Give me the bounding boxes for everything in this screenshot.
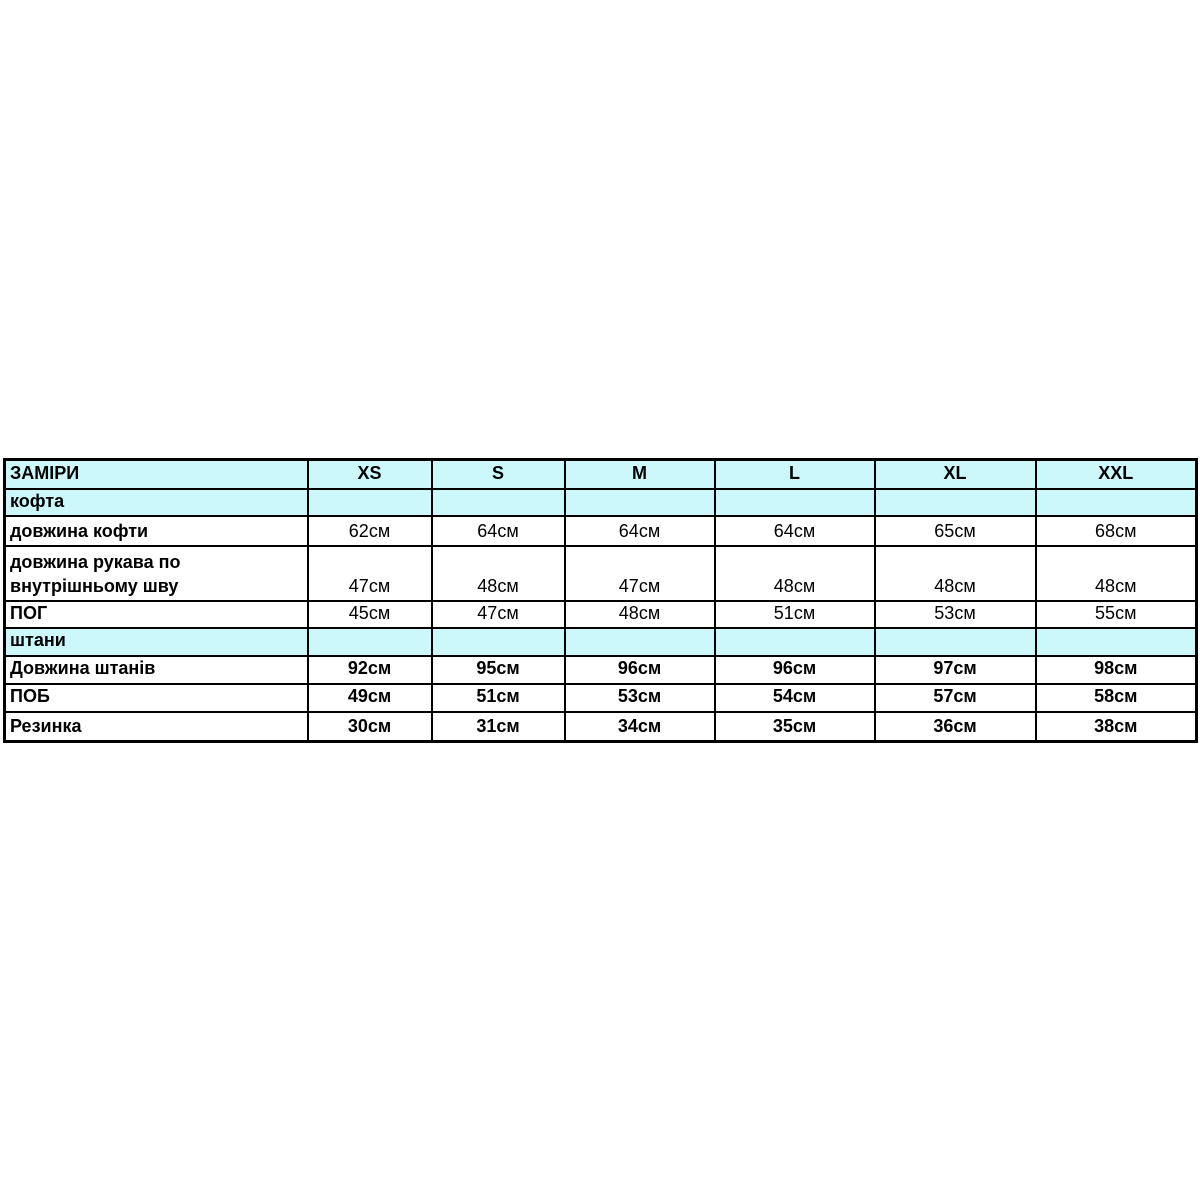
measurement-value-cell: 64см (563, 514, 716, 547)
measurement-value-cell: 55см (1034, 599, 1198, 630)
section-label: штани (3, 627, 309, 657)
measurement-value-cell: 36см (873, 710, 1037, 743)
section-empty-cell (873, 487, 1037, 517)
section-label: кофта (3, 487, 309, 517)
measurement-value-cell: 30см (306, 710, 433, 743)
measurement-row: ПОГ 45см 47см 48см 51см 53см 55см (3, 599, 1198, 630)
measurement-value-cell: 51см (430, 682, 566, 713)
size-column-header-l: L (713, 458, 876, 490)
measurement-label: довжина рукава по внутрішньому шву (3, 544, 309, 602)
section-empty-cell (713, 627, 876, 657)
measurement-value-cell: 57см (873, 682, 1037, 713)
measurement-value-cell: 62см (306, 514, 433, 547)
measurement-value-cell: 48см (873, 544, 1037, 602)
measurement-value-cell: 92см (306, 654, 433, 685)
section-empty-cell (1034, 627, 1198, 657)
measurement-row: довжина кофти 62см 64см 64см 64см 65см 68см (3, 514, 1198, 547)
measurement-label: довжина кофти (3, 514, 309, 547)
measurement-value-cell: 64см (713, 514, 876, 547)
measurement-value-cell: 31см (430, 710, 566, 743)
size-column-header-xxl: XXL (1034, 458, 1198, 490)
measurement-row: довжина рукава по внутрішньому шву 47см 48… (3, 544, 1198, 602)
table-body: кофта довжина кофти 62см 64см 64см 64см 65см 68… (3, 487, 1198, 743)
section-empty-cell (713, 487, 876, 517)
measurement-label: Довжина штанів (3, 654, 309, 685)
section-empty-cell (563, 627, 716, 657)
section-empty-cell (306, 487, 433, 517)
measurement-value-cell: 45см (306, 599, 433, 630)
section-empty-cell (873, 627, 1037, 657)
measurement-row: Резинка 30см 31см 34см 35см 36см 38см (3, 710, 1198, 743)
measurement-value-cell: 53см (563, 682, 716, 713)
measurement-value-cell: 68см (1034, 514, 1198, 547)
size-column-header-xl: XL (873, 458, 1037, 490)
measurement-value-cell: 64см (430, 514, 566, 547)
measurement-value-cell: 48см (563, 599, 716, 630)
measurement-value-cell: 49см (306, 682, 433, 713)
measurement-value-cell: 58см (1034, 682, 1198, 713)
measurement-value-cell: 54см (713, 682, 876, 713)
measurement-value-cell: 47см (306, 544, 433, 602)
size-measurements-table: ЗАМІРИ XS S M L XL XXL кофта довжина кофти 62см… (3, 458, 1198, 744)
section-empty-cell (1034, 487, 1198, 517)
measurement-value-cell: 95см (430, 654, 566, 685)
measurement-value-cell: 98см (1034, 654, 1198, 685)
measurement-value-cell: 53см (873, 599, 1037, 630)
measurement-value-cell: 48см (713, 544, 876, 602)
measurement-label: ПОБ (3, 682, 309, 713)
size-column-header-m: M (563, 458, 716, 490)
measurement-value-cell: 34см (563, 710, 716, 743)
measurement-value-cell: 35см (713, 710, 876, 743)
section-empty-cell (563, 487, 716, 517)
measurement-value-cell: 51см (713, 599, 876, 630)
table-header-row: ЗАМІРИ XS S M L XL XXL (3, 458, 1198, 490)
measurement-value-cell: 97см (873, 654, 1037, 685)
measurement-value-cell: 47см (563, 544, 716, 602)
measurement-value-cell: 65см (873, 514, 1037, 547)
measurement-value-cell: 48см (1034, 544, 1198, 602)
measurement-value-cell: 38см (1034, 710, 1198, 743)
section-row: кофта (3, 487, 1198, 517)
section-empty-cell (430, 627, 566, 657)
measurement-row: ПОБ 49см 51см 53см 54см 57см 58см (3, 682, 1198, 713)
section-row: штани (3, 627, 1198, 657)
measurement-value-cell: 96см (713, 654, 876, 685)
measurement-label: ПОГ (3, 599, 309, 630)
measurement-value-cell: 47см (430, 599, 566, 630)
measurements-title-cell: ЗАМІРИ (3, 458, 309, 490)
measurement-row: Довжина штанів 92см 95см 96см 96см 97см 98см (3, 654, 1198, 685)
measurement-value-cell: 48см (430, 544, 566, 602)
section-empty-cell (430, 487, 566, 517)
section-empty-cell (306, 627, 433, 657)
measurement-value-cell: 96см (563, 654, 716, 685)
measurement-label: Резинка (3, 710, 309, 743)
size-column-header-s: S (430, 458, 566, 490)
size-column-header-xs: XS (306, 458, 433, 490)
